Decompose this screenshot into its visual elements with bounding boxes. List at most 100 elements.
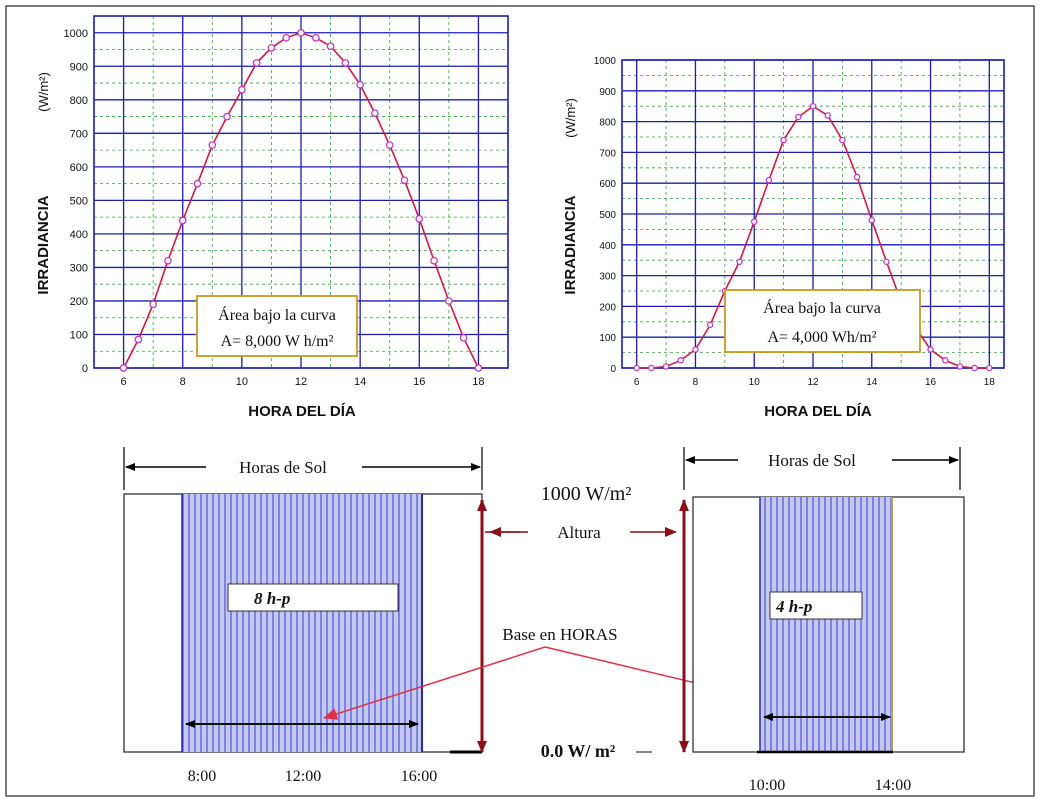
data-point (765, 176, 773, 184)
y-tick-label: 800 (599, 118, 616, 129)
base-arrow-to-left (323, 646, 546, 720)
data-point (927, 346, 934, 353)
data-point (164, 256, 172, 265)
data-point (341, 59, 350, 67)
data-point (809, 102, 817, 110)
x-tick-label: 10 (749, 377, 761, 388)
chart-right-points (633, 102, 993, 372)
left-time-0: 8:00 (188, 768, 216, 785)
data-point (706, 321, 714, 329)
y-tick-label: 1000 (64, 28, 88, 40)
y-tick-label: 300 (70, 262, 88, 274)
data-point (238, 85, 246, 94)
data-point (662, 363, 670, 370)
y-tick-label: 100 (599, 333, 616, 344)
data-point (795, 113, 802, 121)
y-tick-label: 400 (70, 229, 88, 241)
chart-right-annotation-line2: A= 4,000 Wh/m² (767, 329, 876, 346)
horas-de-sol-left: Horas de Sol (239, 458, 327, 477)
chart-left-annotation-box (196, 295, 358, 357)
data-point (971, 364, 978, 372)
chart-left-grid (93, 15, 509, 369)
y-tick-label: 700 (599, 148, 616, 159)
data-point (178, 216, 187, 225)
chart-left-annotation-line2: A= 8,000 W h/m² (221, 333, 334, 350)
x-tick-label: 16 (413, 376, 425, 388)
data-point (282, 33, 291, 42)
x-tick-label: 14 (866, 377, 878, 388)
data-point (956, 363, 964, 370)
chart-right-x-ticks: 6 8 10 12 14 16 18 (634, 377, 995, 388)
right-time-1: 14:00 (875, 777, 911, 794)
data-point (677, 357, 685, 364)
data-point (326, 42, 335, 51)
x-tick-label: 6 (634, 377, 640, 388)
data-point (883, 258, 890, 265)
diagram-right-label: 4 h-p (775, 597, 812, 616)
data-point (400, 176, 409, 185)
chart-left-annotation-line1: Área bajo la curva (218, 305, 336, 324)
data-point (474, 364, 483, 372)
left-time-1: 12:00 (285, 768, 321, 785)
x-tick-label: 12 (807, 377, 819, 388)
chart-left-x-ticks: 6 8 10 12 14 16 18 (121, 376, 485, 388)
data-point (445, 297, 453, 305)
y-tick-label: 500 (599, 210, 616, 221)
level-1000-label: 1000 W/m² (541, 483, 632, 505)
data-point (750, 218, 758, 225)
x-tick-label: 12 (295, 376, 307, 388)
data-point (633, 364, 640, 372)
y-tick-label: 900 (70, 61, 88, 73)
y-tick-label: 400 (599, 241, 616, 252)
horas-de-sol-right: Horas de Sol (768, 451, 856, 470)
y-tick-label: 600 (70, 162, 88, 174)
data-point (941, 357, 949, 364)
y-tick-label: 200 (70, 296, 88, 308)
data-point (415, 214, 424, 223)
y-tick-label: 600 (599, 179, 616, 190)
data-point (736, 258, 743, 265)
data-point (371, 109, 379, 118)
left-time-2: 16:00 (401, 768, 437, 785)
altura-label: Altura (557, 523, 601, 542)
x-tick-label: 10 (236, 376, 248, 388)
data-point (648, 364, 655, 372)
plot-frame (621, 59, 1005, 369)
x-tick-label: 8 (180, 376, 186, 388)
x-tick-label: 8 (693, 377, 699, 388)
x-tick-label: 18 (472, 376, 484, 388)
diagram-right-label-box (769, 591, 863, 620)
diagram-left-label: 8 h-p (254, 589, 290, 608)
chart-left-ylabel: IRRADIANCIA (35, 195, 52, 294)
data-point (252, 59, 261, 67)
data-point (119, 364, 128, 372)
chart-left-xlabel: HORA DEL DÍA (248, 403, 356, 420)
data-point (311, 33, 320, 42)
chart-left: 0 100 200 300 400 500 600 700 800 900 1000 6 8 10 12 1… (35, 15, 509, 420)
chart-left-ylabel-units: (W/m²) (36, 72, 51, 112)
plot-frame (93, 15, 509, 369)
x-tick-label: 16 (925, 377, 937, 388)
chart-right-ylabel-units: (W/m²) (563, 98, 578, 138)
data-point (149, 300, 157, 309)
chart-right-annotation-box (724, 289, 921, 353)
data-point (208, 141, 217, 149)
data-point (868, 216, 876, 224)
y-tick-label: 1000 (594, 56, 617, 67)
chart-left-points (119, 28, 483, 372)
data-point (853, 173, 861, 181)
diagram-left-label-box (227, 583, 399, 612)
data-point (134, 335, 143, 344)
data-point (839, 136, 846, 144)
y-tick-label: 700 (70, 128, 88, 140)
y-tick-label: 300 (599, 272, 616, 283)
x-tick-label: 14 (354, 376, 366, 388)
chart-right-ylabel: IRRADIANCIA (562, 195, 579, 294)
chart-right-y-ticks: 0 100 200 300 400 500 600 700 800 900 1000 (594, 56, 617, 375)
data-point (223, 112, 231, 121)
data-point (692, 346, 699, 353)
diagram-right: Horas de Sol 4 h-p 10:00 14:00 (679, 447, 965, 794)
data-point (193, 179, 202, 188)
y-tick-label: 0 (610, 364, 616, 375)
